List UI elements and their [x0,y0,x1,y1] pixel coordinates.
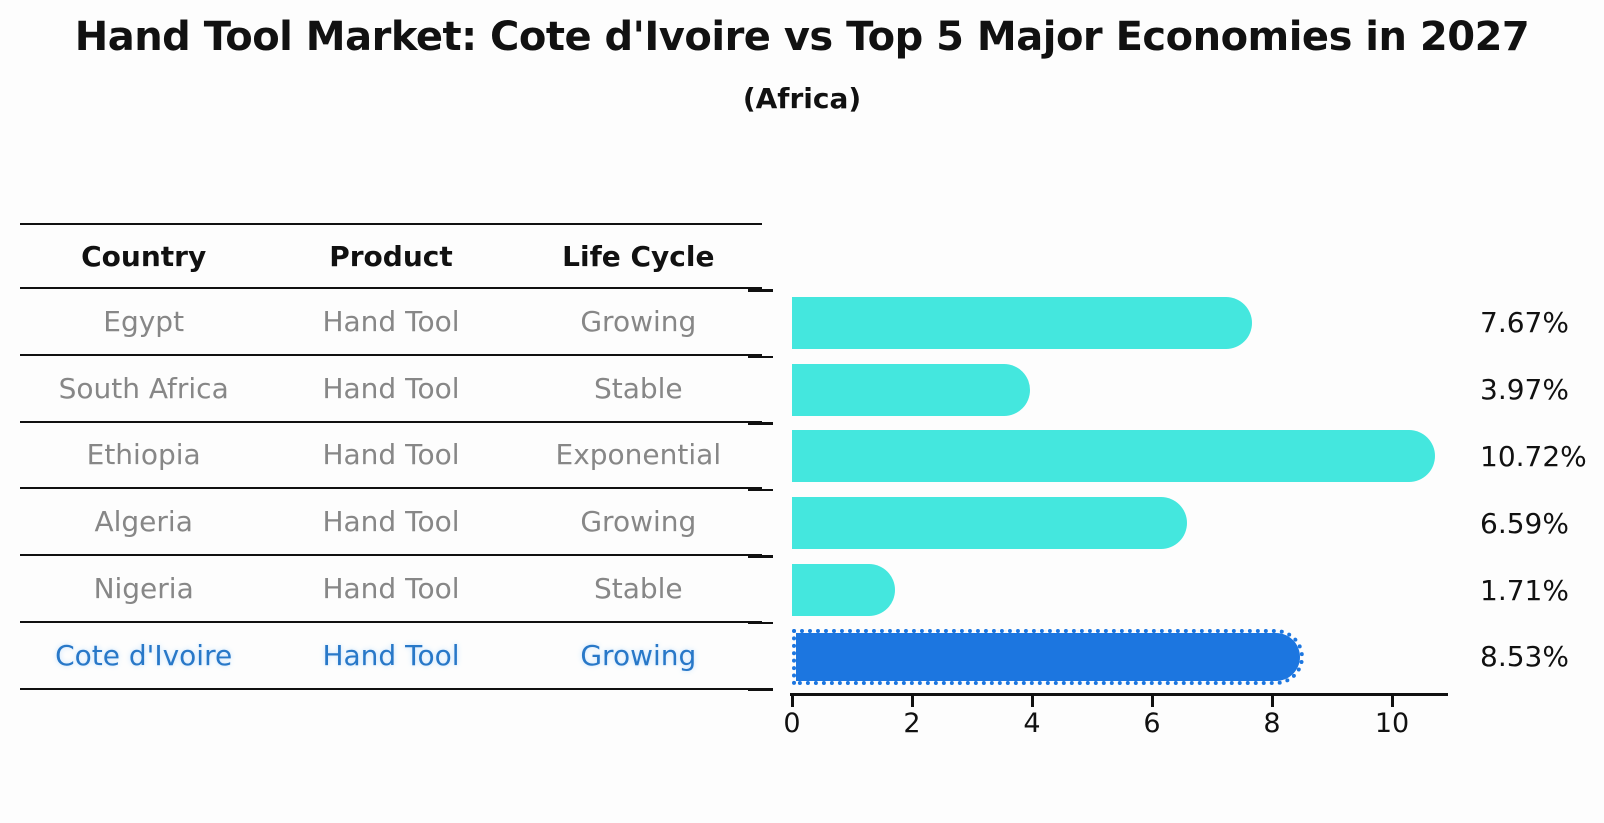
cell-country: Egypt [103,304,185,338]
table-row-south-africa: South Africa Hand Tool Stable [20,356,762,423]
cell-product: Hand Tool [322,638,460,672]
table-row-egypt: Egypt Hand Tool Growing [20,289,762,356]
cell-country: Cote d'Ivoire [55,638,233,672]
cell-country: Ethiopia [86,438,201,472]
x-axis-tick [1030,696,1034,707]
y-axis-tick [748,555,773,558]
bar-ethiopia [792,430,1436,483]
y-axis-tick [748,355,773,358]
column-header-product: Product [329,239,453,273]
y-axis-tick [748,621,773,624]
cell-life-cycle: Growing [580,304,697,338]
cell-product: Hand Tool [322,371,460,405]
bar-south-africa [792,363,1031,416]
cell-country: South Africa [58,371,229,405]
table-row-algeria: Algeria Hand Tool Growing [20,489,762,557]
column-header-country: Country [81,239,207,273]
bar-row-nigeria [792,557,895,624]
cell-life-cycle: Stable [593,371,683,405]
x-axis-tick-label: 6 [1143,708,1161,739]
x-axis-tick [1150,696,1154,707]
y-axis-tick [748,422,773,425]
bar-cote-divoire-highlighted [792,628,1304,685]
cell-life-cycle: Exponential [555,438,722,472]
x-axis-tick-label: 8 [1263,708,1281,739]
x-axis-tick-label: 2 [903,708,921,739]
y-axis-tick [748,488,773,491]
x-axis-tick-label: 0 [783,708,801,739]
y-axis-tick [748,289,773,292]
bar-row-algeria [792,490,1188,557]
table-row-ethiopia: Ethiopia Hand Tool Exponential [20,423,762,490]
bar-row-south-africa [792,356,1031,423]
table-header-row: Country Product Life Cycle [20,223,762,289]
cell-life-cycle: Growing [580,638,697,672]
bar-egypt [792,296,1253,349]
summary-table: Country Product Life Cycle Egypt Hand To… [20,223,762,690]
bar-nigeria [792,564,895,617]
x-axis-tick [790,696,794,707]
bar-value-label: 10.72% [1480,439,1587,473]
column-header-life-cycle: Life Cycle [562,239,715,273]
table-row-nigeria: Nigeria Hand Tool Stable [20,556,762,623]
bar-value-label: 3.97% [1480,373,1569,407]
cell-product: Hand Tool [322,572,460,606]
chart-title: Hand Tool Market: Cote d'Ivoire vs Top 5… [74,14,1530,60]
bar-algeria [792,497,1188,550]
bar-value-label: 1.71% [1480,573,1569,607]
bar-row-egypt [792,290,1253,357]
bar-row-ethiopia [792,423,1436,490]
cell-product: Hand Tool [322,304,460,338]
x-axis-tick-label: 10 [1374,708,1410,739]
x-axis-tick-label: 4 [1023,708,1041,739]
cell-country: Algeria [94,505,193,539]
x-axis-tick [1270,696,1274,707]
y-axis-tick [748,688,773,691]
x-axis-line [790,693,1448,696]
cell-life-cycle: Stable [593,572,683,606]
bar-row-cote-divoire [792,624,1304,691]
cell-country: Nigeria [93,572,194,606]
table-row-cote-divoire: Cote d'Ivoire Hand Tool Growing [20,623,762,690]
bar-value-label: 6.59% [1480,506,1569,540]
chart-subtitle: (Africa) [742,82,862,115]
x-axis-tick [1390,696,1394,707]
x-axis-tick [910,696,914,707]
bar-value-label: 8.53% [1480,640,1569,674]
cell-product: Hand Tool [322,505,460,539]
cell-product: Hand Tool [322,438,460,472]
cell-life-cycle: Growing [580,505,697,539]
bar-value-label: 7.67% [1480,306,1569,340]
